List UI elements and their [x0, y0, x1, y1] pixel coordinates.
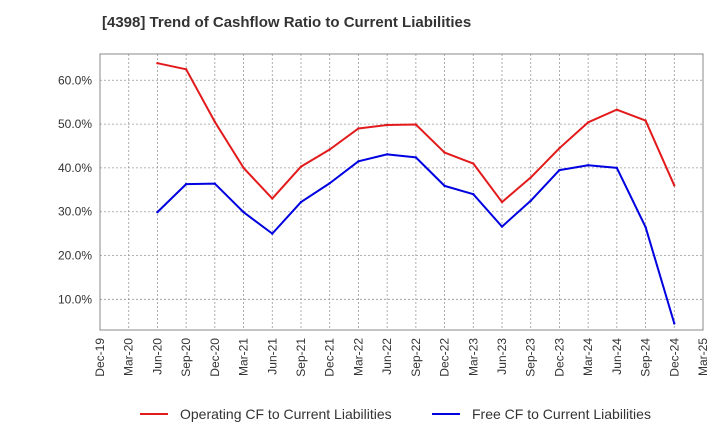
data-point-1: [328, 148, 331, 151]
y-axis: 10.0% 20.0% 30.0% 40.0% 50.0% 60.0%: [58, 73, 92, 306]
data-point-1: [644, 119, 647, 122]
data-point-2: [271, 232, 274, 235]
data-point-2: [558, 168, 561, 172]
legend: Operating CF to Current Liabilities Free …: [140, 406, 651, 422]
data-point-2: [586, 164, 590, 167]
data-point-2: [414, 156, 418, 159]
data-point-1: [472, 162, 475, 165]
data-point-1: [271, 197, 274, 200]
data-point-1: [443, 151, 446, 154]
data-point-1: [500, 200, 504, 204]
x-tick-label: Dec-24: [667, 338, 681, 377]
data-point-1: [615, 108, 619, 111]
data-point-2: [242, 210, 245, 214]
x-tick-label: Dec-20: [208, 338, 222, 377]
data-point-1: [184, 68, 188, 71]
data-point-2: [385, 153, 389, 156]
data-point-2: [443, 184, 446, 188]
legend-label-2: Free CF to Current Liabilities: [472, 406, 651, 422]
y-tick-label: 60.0%: [58, 73, 92, 87]
plot-frame: [99, 53, 704, 331]
x-tick-label: Jun-22: [380, 338, 394, 375]
chart-title: [4398] Trend of Cashflow Ratio to Curren…: [102, 14, 472, 31]
data-point-2: [299, 200, 303, 204]
data-point-2: [184, 182, 188, 186]
data-point-1: [673, 184, 676, 187]
data-point-2: [328, 182, 331, 185]
x-tick-label: Jun-21: [265, 338, 279, 375]
y-tick-label: 30.0%: [58, 205, 92, 219]
x-tick-label: Dec-23: [552, 338, 566, 377]
y-tick-label: 40.0%: [58, 161, 92, 175]
x-tick-label: Dec-19: [93, 338, 107, 377]
x-axis: Dec-19 Mar-20 Jun-20 Sep-20 Dec-20 Mar-21 Jun-…: [93, 338, 710, 377]
x-tick-label: Sep-22: [409, 338, 423, 377]
x-tick-label: Sep-23: [524, 338, 538, 377]
x-tick-label: Mar-21: [237, 338, 251, 376]
x-tick-label: Mar-20: [122, 338, 136, 376]
y-tick-label: 50.0%: [58, 117, 92, 131]
x-tick-label: Mar-23: [466, 338, 480, 376]
data-point-1: [299, 165, 303, 168]
data-point-1: [558, 146, 561, 150]
x-tick-label: Dec-22: [438, 338, 452, 377]
x-tick-label: Jun-20: [150, 338, 164, 375]
data-point-2: [472, 192, 475, 196]
series-layer: [156, 62, 676, 325]
data-point-2: [673, 322, 676, 325]
data-point-2: [357, 160, 360, 163]
data-point-2: [213, 182, 217, 185]
legend-label-1: Operating CF to Current Liabilities: [180, 406, 392, 422]
data-point-1: [156, 62, 159, 65]
data-point-2: [615, 166, 619, 170]
y-tick-label: 20.0%: [58, 249, 92, 263]
data-point-2: [529, 199, 532, 202]
data-point-1: [213, 120, 217, 124]
x-tick-label: Sep-21: [294, 338, 308, 377]
x-tick-label: Jun-23: [495, 338, 509, 375]
data-point-1: [586, 121, 590, 124]
data-point-2: [156, 210, 159, 214]
x-tick-label: Sep-20: [179, 338, 193, 377]
data-point-1: [242, 166, 245, 170]
x-tick-label: Mar-25: [696, 338, 710, 376]
data-point-1: [529, 176, 532, 179]
data-point-1: [414, 123, 418, 126]
data-point-2: [500, 225, 504, 228]
x-tick-label: Jun-24: [610, 338, 624, 375]
x-tick-label: Dec-21: [323, 338, 337, 377]
grid: [100, 54, 703, 330]
data-point-2: [644, 225, 647, 229]
data-point-1: [357, 127, 360, 130]
series-line-1: [157, 62, 676, 204]
x-tick-label: Mar-24: [581, 338, 595, 376]
x-tick-label: Sep-24: [639, 338, 653, 377]
x-tick-label: Mar-22: [351, 338, 365, 376]
data-point-1: [385, 123, 389, 127]
y-tick-label: 10.0%: [58, 292, 92, 306]
